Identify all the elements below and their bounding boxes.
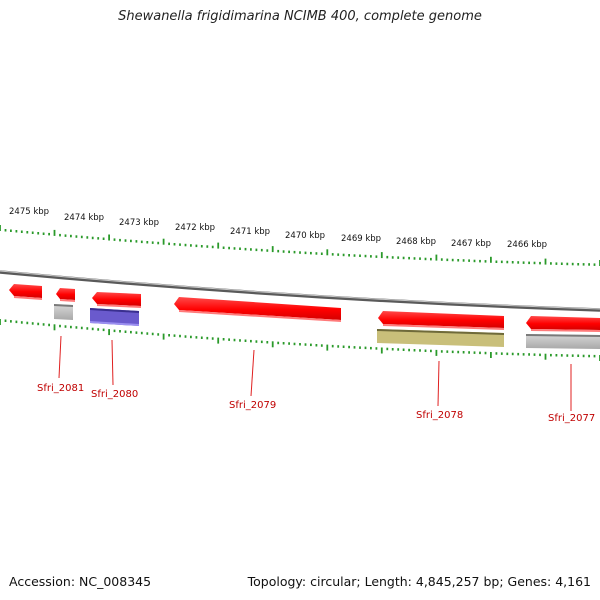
leader-line	[58, 335, 62, 379]
gene-label-sfri-2078: Sfri_2078	[416, 410, 463, 421]
scale-label: 2469 kbp	[341, 234, 381, 244]
scale-label: 2466 kbp	[507, 240, 547, 250]
map-title: Shewanella frigidimarina NCIMB 400, comp…	[118, 9, 482, 24]
gray-feature-sfri-2081	[54, 304, 73, 320]
leader-line	[111, 339, 114, 386]
backbone	[0, 270, 600, 312]
scale-label: 2475 kbp	[9, 207, 49, 217]
leader-line	[250, 349, 255, 397]
scale-label: 2474 kbp	[64, 213, 104, 223]
scale-label: 2470 kbp	[285, 231, 325, 241]
scale-label: 2473 kbp	[119, 218, 159, 228]
secondary-features	[54, 304, 600, 349]
gene-label-sfri-2079: Sfri_2079	[229, 400, 276, 411]
cds-arrow-sfri-2077	[526, 316, 600, 332]
genome-stats: Topology: circular; Length: 4,845,257 bp…	[247, 574, 591, 589]
gene-label-sfri-2081: Sfri_2081	[37, 383, 84, 394]
inner-scale-ticks	[0, 319, 600, 361]
olive-feature-sfri-2078	[377, 329, 504, 347]
cds-arrow-sfri-2081	[56, 288, 75, 302]
scale-label: 2467 kbp	[451, 239, 491, 249]
scale-label: 2472 kbp	[175, 223, 215, 233]
cds-arrow-sfri-2082	[9, 284, 42, 300]
label-leaders	[58, 335, 572, 411]
gene-labels: Sfri_2081 Sfri_2080 Sfri_2079 Sfri_2078 …	[37, 383, 595, 424]
leader-line	[437, 360, 440, 407]
accession-label: Accession: NC_008345	[9, 574, 152, 589]
cds-features	[9, 284, 600, 332]
cds-arrow-sfri-2079	[174, 297, 341, 322]
blue-feature-sfri-2080	[90, 308, 139, 326]
cds-arrow-sfri-2080	[92, 292, 141, 308]
scale-label: 2468 kbp	[396, 237, 436, 247]
gray-feature-sfri-2077	[526, 334, 600, 349]
gene-label-sfri-2080: Sfri_2080	[91, 389, 138, 400]
gene-label-sfri-2077: Sfri_2077	[548, 413, 595, 424]
scale-label: 2471 kbp	[230, 227, 270, 237]
cds-arrow-sfri-2078	[378, 311, 504, 330]
scale-labels: 2475 kbp 2474 kbp 2473 kbp 2472 kbp 2471…	[9, 207, 547, 250]
outer-scale-ticks	[0, 225, 600, 266]
